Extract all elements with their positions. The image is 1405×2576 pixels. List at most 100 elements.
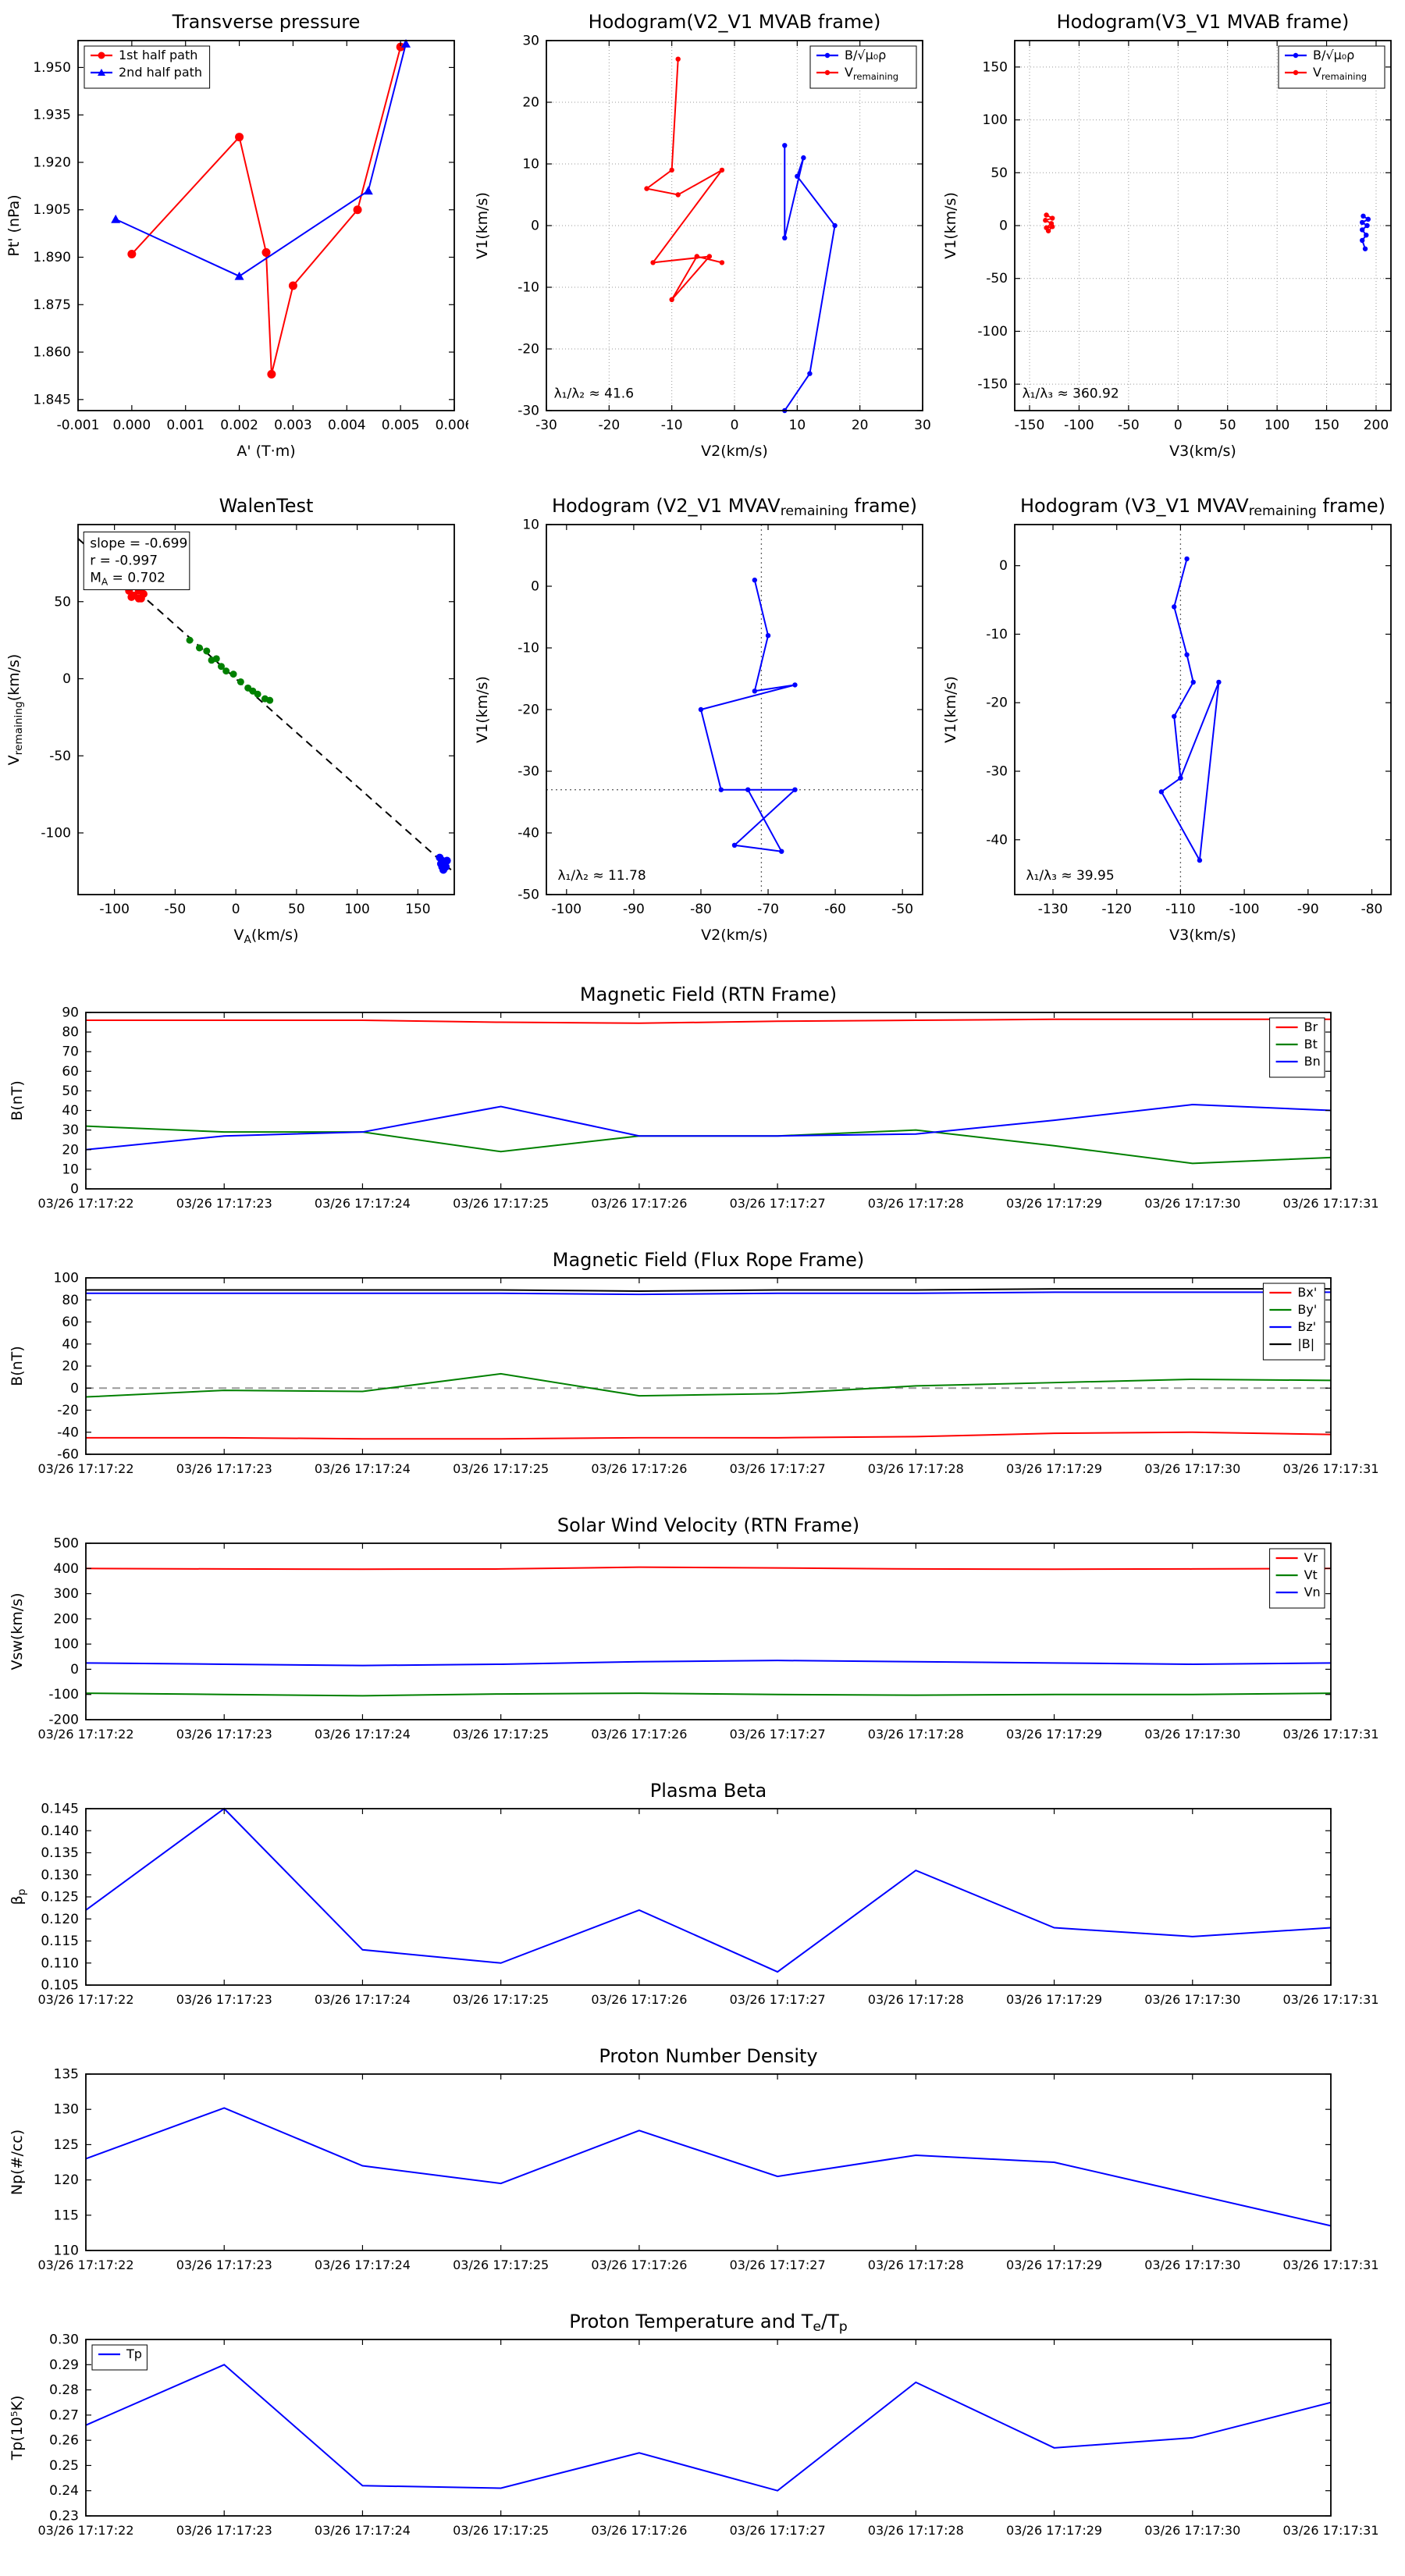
x-tick-label: 03/26 17:17:27	[730, 1727, 826, 1742]
annotation: λ₁/λ₃ ≈ 39.95	[1026, 868, 1114, 884]
x-tick-label: 03/26 17:17:30	[1144, 1196, 1240, 1211]
series-marker	[1360, 219, 1365, 226]
y-tick-label: -10	[518, 280, 539, 296]
legend-marker	[824, 52, 831, 59]
y-tick-label: 200	[54, 1611, 79, 1627]
series-marker	[267, 369, 276, 379]
x-tick-label: 03/26 17:17:31	[1282, 1727, 1378, 1742]
x-tick-label: 0.006	[436, 418, 468, 433]
series-marker	[438, 856, 446, 865]
x-tick-label: -0.001	[57, 418, 100, 433]
series-marker	[442, 863, 450, 871]
x-tick-label: 03/26 17:17:31	[1282, 2258, 1378, 2272]
series-marker	[669, 297, 674, 302]
y-axis-label: V1(km/s)	[942, 676, 959, 743]
x-tick-label: 03/26 17:17:28	[868, 1992, 964, 2007]
series-marker	[353, 205, 362, 215]
y-axis-label: Vsw(km/s)	[9, 1592, 26, 1670]
series-line-Bz'	[86, 1291, 1331, 1296]
y-tick-label: 0.115	[41, 1934, 79, 1949]
series-marker	[127, 592, 136, 601]
legend-marker	[98, 52, 105, 59]
series-marker	[650, 260, 656, 265]
x-tick-label: 03/26 17:17:28	[868, 2523, 964, 2538]
x-tick-label: 03/26 17:17:22	[37, 1196, 133, 1211]
series-line-ref	[85, 1807, 1332, 1973]
x-tick-label: 0.001	[166, 418, 205, 433]
x-tick-label: 0	[731, 418, 739, 433]
series-line-Vt	[85, 1692, 1332, 1697]
chart-title: Hodogram (V2_V1 MVAVremaining frame)	[552, 495, 917, 519]
series-marker	[792, 682, 798, 688]
plot-border	[85, 1542, 1332, 1720]
chart-title: Transverse pressure	[172, 11, 361, 33]
x-tick-label: -120	[1101, 902, 1132, 917]
x-tick-label: 03/26 17:17:26	[591, 2523, 687, 2538]
y-tick-label: 0.28	[49, 2382, 79, 2398]
legend-marker	[824, 69, 831, 76]
chart-canvas-hodogram-v3v1-mvav: -130 -120 -110 -100 -90 -80 0 -10 -20 -30 -40 Hodog…	[942, 495, 1392, 944]
series-marker	[1362, 246, 1368, 251]
series-marker	[719, 260, 725, 265]
chart-canvas-plasma-beta: 03/26 17:17:22 03/26 17:17:23 03/26 17:17:…	[9, 1780, 1379, 2007]
x-tick-label: 0	[1174, 418, 1183, 433]
series-marker	[801, 155, 806, 161]
x-tick-label: 20	[852, 418, 869, 433]
x-tick-label: -130	[1038, 902, 1069, 917]
y-tick-label: 0	[62, 671, 71, 687]
y-axis-label: V1(km/s)	[474, 192, 491, 259]
chart-title: Hodogram(V2_V1 MVAB frame)	[589, 11, 881, 33]
y-tick-label: 0.125	[41, 1890, 79, 1905]
y-axis-label: B(nT)	[9, 1080, 26, 1121]
y-tick-label: 50	[54, 594, 71, 610]
y-tick-label: 150	[983, 59, 1008, 75]
x-tick-label: 03/26 17:17:25	[453, 1992, 549, 2007]
x-tick-label: 03/26 17:17:24	[315, 1727, 411, 1742]
series-marker	[782, 235, 788, 240]
x-tick-label: 0	[232, 902, 240, 917]
y-tick-label: 20	[62, 1359, 79, 1375]
series-marker	[237, 678, 244, 685]
x-tick-label: 03/26 17:17:27	[730, 1461, 826, 1476]
y-tick-label: 0.29	[49, 2357, 79, 2373]
series-marker	[261, 247, 271, 257]
series-line-Vn	[85, 1660, 1332, 1667]
chart-title: Plasma Beta	[650, 1780, 767, 1802]
x-tick-label: 03/26 17:17:26	[591, 2258, 687, 2272]
y-tick-label: 0	[70, 1662, 79, 1678]
series-marker	[195, 644, 203, 652]
x-tick-label: 03/26 17:17:26	[591, 1992, 687, 2007]
x-tick-label: 03/26 17:17:23	[176, 2258, 272, 2272]
chart-canvas-walen-test: -100 -50 0 50 100 150 -100 -50 0 50 WalenTest VA(km…	[5, 495, 455, 946]
chart-hodogram-v3v1-mvab: -150 -100 -50 0 50 100 150 200 -150 -100 -50 0 50 100…	[937, 6, 1405, 490]
series-line-|B|	[86, 1288, 1331, 1292]
plot-border	[85, 1808, 1332, 1986]
x-tick-label: 03/26 17:17:27	[730, 1196, 826, 1211]
x-tick-label: 200	[1364, 418, 1389, 433]
x-tick-label: -20	[598, 418, 620, 433]
series-line-ref	[699, 579, 798, 852]
y-tick-label: -150	[977, 377, 1008, 393]
x-tick-label: -100	[1064, 418, 1094, 433]
series-marker	[288, 281, 297, 290]
y-axis-label: Pt' (nPa)	[5, 194, 23, 256]
series-marker	[234, 271, 244, 280]
x-tick-label: 03/26 17:17:28	[868, 1727, 964, 1742]
x-tick-label: 03/26 17:17:23	[176, 1727, 272, 1742]
series-marker	[1361, 213, 1366, 219]
y-tick-label: 0.135	[41, 1845, 79, 1861]
series-marker	[807, 371, 813, 376]
series-marker	[127, 249, 137, 258]
series-line-Bt	[85, 1125, 1332, 1165]
annotation: λ₁/λ₂ ≈ 41.6	[554, 386, 634, 401]
x-tick-label: 03/26 17:17:22	[37, 2523, 133, 2538]
series-marker	[1190, 679, 1196, 685]
y-tick-label: 1.845	[33, 392, 71, 407]
plot-border	[85, 1277, 1332, 1455]
legend-label: 1st half path	[119, 48, 197, 62]
series-marker	[1360, 237, 1365, 244]
timeseries-charts-stack: 03/26 17:17:22 03/26 17:17:23 03/26 17:17:…	[0, 974, 1405, 2570]
annotation-line: r = -0.997	[90, 553, 158, 568]
y-tick-label: -100	[48, 1687, 79, 1703]
y-tick-label: -30	[518, 764, 539, 780]
